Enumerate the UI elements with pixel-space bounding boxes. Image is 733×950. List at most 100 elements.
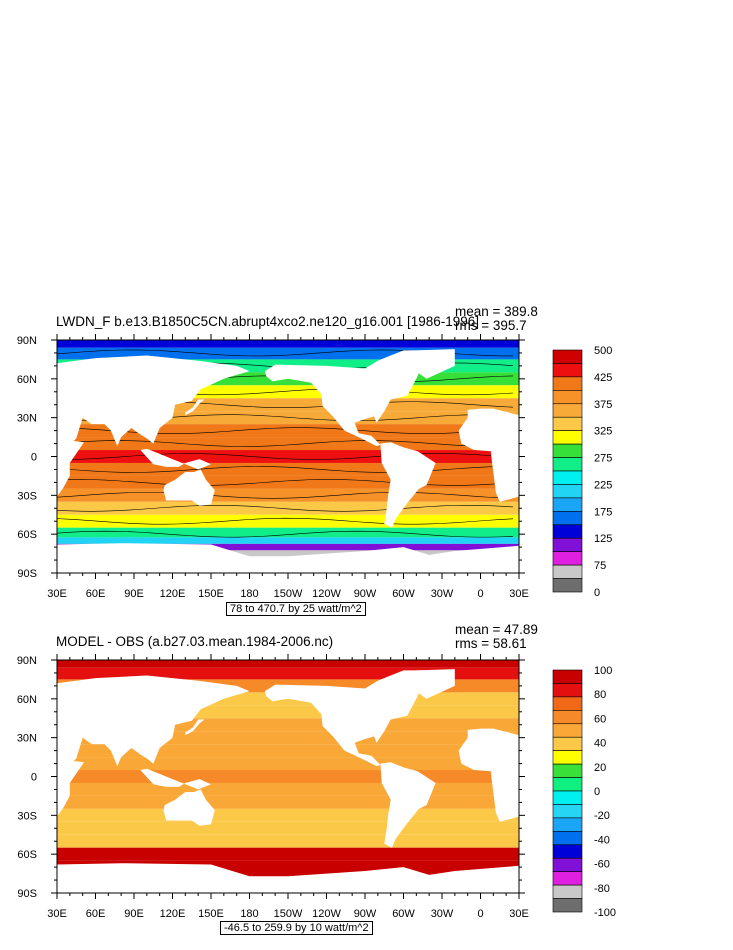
x-tick-label: 30W [431, 908, 454, 920]
x-tick-label: 60W [392, 588, 415, 600]
zonal-band [57, 537, 519, 544]
colorbar-label: 60 [594, 713, 606, 725]
y-tick-label: 0 [31, 772, 37, 784]
colorbar-label: -20 [594, 810, 610, 822]
colorbar-swatch [552, 884, 583, 899]
zonal-band [57, 744, 519, 758]
colorbar-swatch [552, 564, 583, 579]
land-mask [458, 728, 519, 822]
colorbar-label: 0 [594, 786, 600, 798]
land-mask [380, 762, 436, 848]
x-tick-label: 30E [47, 908, 67, 920]
x-tick-label: 60E [86, 908, 106, 920]
contour-line [57, 492, 514, 499]
x-tick-label: 0 [477, 908, 483, 920]
colorbar-swatch [552, 857, 583, 872]
colorbar-swatch [552, 817, 583, 832]
colorbar-swatch [552, 524, 583, 539]
colorbar-swatch [552, 511, 583, 526]
colorbar-swatch [552, 750, 583, 765]
colorbar-swatch [552, 349, 583, 364]
colorbar-swatch [552, 457, 583, 472]
y-tick-label: 60S [17, 529, 37, 541]
x-tick-label: 150W [274, 908, 303, 920]
land-mask [264, 670, 430, 767]
land-mask [57, 863, 519, 893]
zonal-band [57, 475, 519, 489]
contour-line [57, 530, 514, 538]
colorbar-swatch [552, 403, 583, 418]
x-tick-label: 90W [354, 908, 377, 920]
colorbar-swatch [552, 763, 583, 778]
x-tick-label: 60E [86, 588, 106, 600]
land-mask [403, 349, 455, 379]
y-tick-label: 60N [17, 374, 37, 386]
x-tick-label: 150E [198, 908, 224, 920]
y-tick-label: 0 [31, 452, 37, 464]
y-tick-label: 60S [17, 849, 37, 861]
land-mask [57, 415, 84, 497]
land-mask [57, 735, 84, 817]
zonal-band [57, 437, 519, 451]
contour-range-label: 78 to 470.7 by 25 watt/m^2 [226, 602, 366, 616]
zonal-band [57, 527, 519, 538]
colorbar-label: -100 [594, 907, 616, 919]
contour-line [57, 517, 514, 525]
y-tick-label: 30N [17, 733, 37, 745]
colorbar-label: 375 [594, 399, 612, 411]
y-tick-label: 90S [17, 888, 37, 900]
x-tick-label: 90E [124, 588, 144, 600]
contour-range-label: -46.5 to 259.9 by 10 watt/m^2 [220, 921, 373, 935]
land-mask [185, 399, 205, 416]
colorbar-label: 100 [594, 665, 612, 677]
zonal-band [57, 757, 519, 771]
x-tick-label: 30E [509, 908, 529, 920]
x-tick-label: 90E [124, 908, 144, 920]
colorbar-swatch [552, 430, 583, 445]
y-tick-label: 60N [17, 694, 37, 706]
x-tick-label: 90W [354, 588, 377, 600]
x-tick-label: 30E [509, 588, 529, 600]
x-tick-label: 0 [477, 588, 483, 600]
colorbar-swatch [552, 871, 583, 886]
colorbar-label: 175 [594, 506, 612, 518]
zonal-band [57, 347, 519, 360]
zonal-band [57, 660, 519, 668]
chart-title: LWDN_F b.e13.B1850C5CN.abrupt4xco2.ne120… [56, 314, 480, 329]
colorbar-label: 500 [594, 345, 612, 357]
colorbar-swatch [552, 363, 583, 378]
chart-panel-lwdn: mean = 389.8 LWDN_F b.e13.B1850C5CN.abru… [0, 300, 733, 620]
zonal-band [57, 501, 519, 515]
zonal-band [57, 782, 519, 796]
y-tick-label: 30S [17, 490, 37, 502]
zonal-band [57, 795, 519, 809]
land-mask [163, 469, 215, 506]
colorbar-swatch [552, 390, 583, 405]
map-plot: 30E 60E 90E 120E 150E 180 150W 120W 90W 60W 30W 0 30… [17, 334, 612, 600]
y-tick-label: 90N [17, 655, 37, 667]
land-mask [163, 789, 215, 826]
colorbar-swatch [552, 736, 583, 751]
x-tick-label: 180 [240, 588, 258, 600]
zonal-band [57, 543, 519, 551]
colorbar-swatch [552, 578, 583, 593]
x-tick-label: 30W [431, 588, 454, 600]
zonal-band [57, 667, 519, 680]
x-tick-label: 120E [160, 908, 186, 920]
colorbar-swatch [552, 790, 583, 805]
contour-line [57, 440, 514, 447]
x-tick-label: 120W [312, 908, 341, 920]
colorbar-swatch [552, 696, 583, 711]
colorbar-swatch [552, 669, 583, 684]
colorbar-swatch [552, 551, 583, 566]
rms-label: rms = 58.61 [455, 636, 527, 651]
colorbar-label: -60 [594, 859, 610, 871]
colorbar-label: -80 [594, 883, 610, 895]
colorbar-label: 80 [594, 689, 606, 701]
x-tick-label: 60W [392, 908, 415, 920]
land-mask [140, 768, 211, 790]
colorbar-swatch [552, 470, 583, 485]
land-mask [264, 350, 430, 447]
colorbar-swatch [552, 777, 583, 792]
land-mask [185, 719, 205, 736]
